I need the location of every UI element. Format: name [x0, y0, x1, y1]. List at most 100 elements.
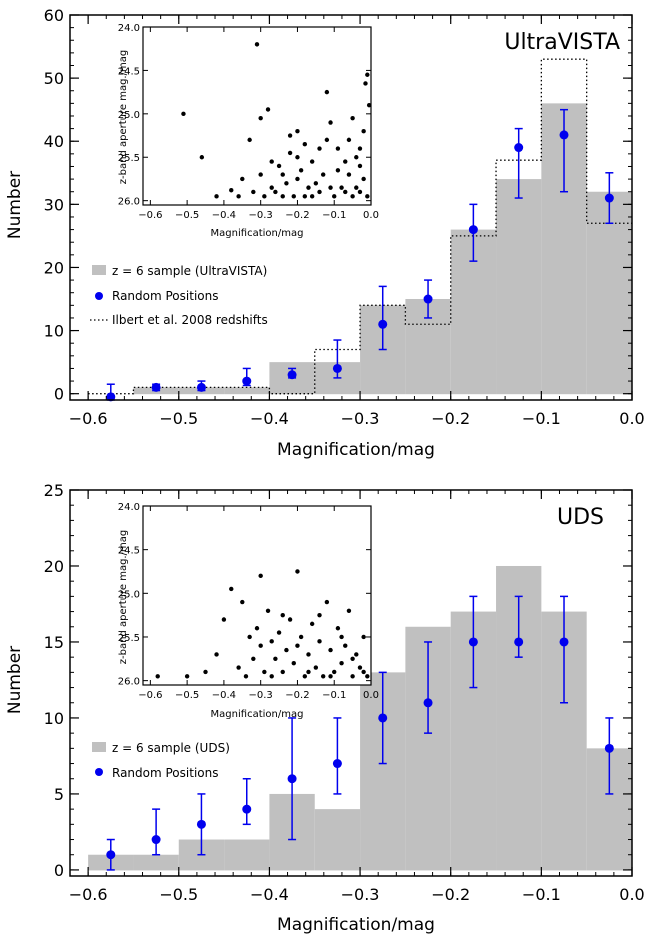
random-point — [106, 392, 116, 402]
inset-point — [229, 586, 234, 592]
y-tick-label: 0 — [54, 861, 64, 880]
x-tick-label: 0.0 — [619, 885, 644, 904]
inset-ticks-uds — [143, 505, 372, 685]
inset-point — [240, 599, 245, 605]
inset-point — [295, 155, 300, 160]
histogram-bar — [586, 191, 632, 395]
inset-point — [295, 176, 300, 182]
legend-label-histogram: z = 6 sample (UltraVISTA) — [112, 264, 267, 278]
random-point — [468, 225, 478, 235]
inset-point — [317, 639, 322, 644]
inset-point — [298, 634, 304, 640]
inset-x-tick-label: −0.5 — [175, 690, 199, 701]
inset-point — [199, 155, 205, 160]
inset-point — [243, 674, 249, 679]
inset-point — [357, 163, 363, 169]
random-point — [423, 294, 433, 304]
inset-point — [365, 72, 370, 77]
inset-point — [350, 194, 355, 199]
inset-point — [254, 626, 260, 631]
inset-point — [309, 194, 315, 199]
inset-point — [229, 188, 234, 193]
inset-x-tick-label: 0.0 — [363, 210, 379, 221]
inset-point — [302, 194, 308, 199]
inset-y-tick-label: 24.5 — [118, 66, 140, 77]
inset-point — [276, 630, 282, 635]
inset-point — [366, 102, 372, 108]
inset-point — [247, 634, 252, 640]
x-tick-label: −0.6 — [69, 409, 108, 428]
inset-point — [258, 115, 263, 121]
random-point — [242, 376, 252, 386]
inset-point — [258, 643, 263, 648]
legend-label-histogram-uds: z = 6 sample (UDS) — [112, 741, 230, 755]
inset-point — [265, 107, 271, 112]
random-point — [514, 637, 524, 647]
random-point — [423, 698, 433, 708]
inset-point — [339, 660, 344, 666]
inset-x-tick-label: −0.1 — [322, 690, 346, 701]
inset-frame-ultravista — [142, 26, 372, 206]
inset-point — [317, 612, 322, 618]
inset-point — [335, 626, 341, 631]
y-tick-label: 60 — [44, 6, 64, 25]
random-point — [559, 130, 569, 140]
inset-point — [357, 146, 363, 151]
inset-x-tick-label: −0.3 — [249, 690, 273, 701]
inset-point — [280, 612, 285, 618]
histogram-bar — [224, 839, 270, 871]
y-tick-label: 20 — [44, 258, 64, 277]
x-tick-label: −0.6 — [69, 885, 108, 904]
inset-point — [350, 656, 355, 662]
inset-point — [280, 669, 285, 675]
inset-point — [306, 669, 311, 675]
x-tick-label: −0.4 — [250, 409, 289, 428]
inset-point — [361, 669, 366, 675]
legend-label-random-uds: Random Positions — [112, 766, 218, 780]
x-tick-label: 0.0 — [619, 409, 644, 428]
inset-y-tick-label: 26.0 — [118, 197, 140, 208]
x-tick-label: −0.5 — [159, 885, 198, 904]
x-tick-label: −0.2 — [431, 409, 470, 428]
legend-marker-random — [95, 292, 103, 300]
histogram-bar — [133, 854, 179, 871]
y-tick-label: 15 — [44, 633, 64, 652]
inset-point — [343, 643, 348, 648]
inset-point — [287, 617, 293, 622]
inset-point — [309, 159, 315, 164]
inset-point — [262, 669, 267, 675]
inset-point — [258, 573, 263, 579]
inset-point — [306, 185, 311, 190]
y-tick-labels-uds: 0 5 10 15 20 25 — [44, 481, 64, 880]
inset-point — [273, 189, 278, 195]
random-point — [378, 713, 388, 723]
random-point — [559, 637, 569, 647]
legend-ultravista: z = 6 sample (UltraVISTA) Random Positio… — [90, 264, 268, 327]
histogram-bar — [314, 809, 361, 871]
inset-background-ultravista — [143, 27, 371, 205]
y-tick-label: 50 — [44, 69, 64, 88]
legend-swatch-histogram — [92, 265, 106, 275]
y-tick-label: 10 — [44, 709, 64, 728]
x-tick-label: −0.1 — [522, 409, 561, 428]
inset-y-tick-label: 25.5 — [118, 153, 140, 164]
inset-point — [221, 617, 227, 622]
inset-point — [240, 176, 245, 182]
panel-label-ultravista: UltraVISTA — [504, 30, 620, 55]
inset-y-tick-label: 25.0 — [118, 589, 140, 600]
inset-point — [361, 176, 366, 182]
inset-point — [339, 634, 344, 640]
inset-x-tick-label: −0.4 — [212, 690, 236, 701]
inset-x-tick-label: −0.1 — [322, 210, 346, 221]
inset-ultravista: −0.6 −0.5 −0.4 −0.3 −0.2 −0.1 0.0 24.0 24.5 25.0… — [118, 23, 379, 239]
inset-y-title-ultravista: z-band aperture mag./mag — [118, 50, 129, 184]
random-point — [468, 637, 478, 647]
inset-point — [357, 189, 363, 195]
inset-point — [262, 194, 267, 199]
y-tick-label: 25 — [44, 481, 64, 500]
histogram-bar — [224, 387, 270, 395]
panel-ultravista: −0.6 −0.5 −0.4 −0.3 −0.2 −0.1 0.0 0 10 20 30 40 50 6… — [5, 6, 645, 460]
inset-point — [357, 665, 363, 670]
y-axis-title-uds: Number — [5, 646, 25, 714]
